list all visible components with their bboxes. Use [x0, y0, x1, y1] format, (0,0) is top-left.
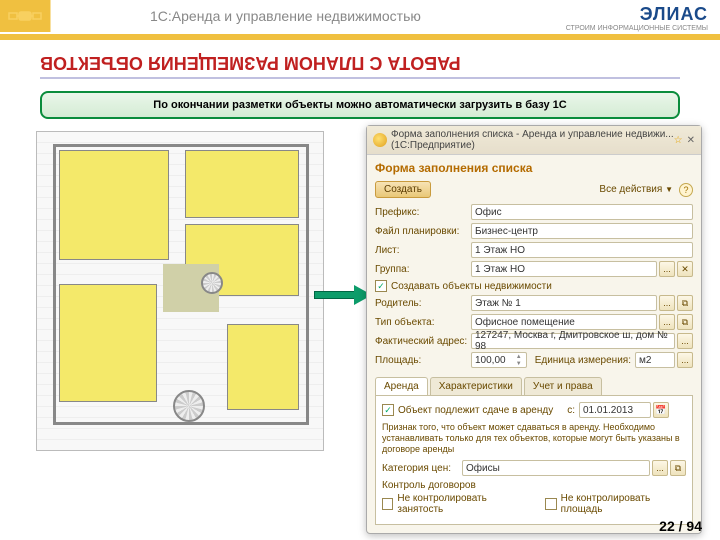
group-label: Группа: — [375, 264, 471, 275]
lookup-button[interactable]: ... — [677, 333, 693, 349]
create-objects-checkbox[interactable] — [375, 280, 387, 292]
clear-button[interactable]: ✕ — [677, 261, 693, 277]
unit-label: Единица измерения: — [535, 355, 631, 366]
title-underline — [40, 77, 680, 79]
lookup-button[interactable]: ... — [677, 352, 693, 368]
slide-title: РАБОТА С ПЛАНОМ РАЗМЕЩЕНИЯ ОБЪЕКТОВ — [40, 52, 461, 73]
stairwell-icon — [173, 390, 205, 422]
dialog-titlebar: Форма заполнения списка - Аренда и управ… — [367, 126, 701, 155]
unit-input[interactable]: м2 — [635, 352, 675, 368]
chevron-down-icon: ▼ — [665, 185, 673, 194]
lookup-button[interactable]: ... — [659, 261, 675, 277]
stairwell-icon — [201, 272, 223, 294]
group-input[interactable]: 1 Этаж НО — [471, 261, 657, 277]
price-cat-label: Категория цен: — [382, 463, 462, 474]
type-input[interactable]: Офисное помещение — [471, 314, 657, 330]
logo-subtitle: СТРОИМ ИНФОРМАЦИОННЫЕ СИСТЕМЫ — [566, 25, 708, 32]
rentable-label: Объект подлежит сдаче в аренду — [398, 405, 553, 416]
open-button[interactable]: ⧉ — [670, 460, 686, 476]
ctrl-area-checkbox[interactable] — [545, 498, 556, 510]
area-input[interactable]: 100,00▲▼ — [471, 352, 527, 368]
control-section-label: Контроль договоров — [382, 480, 686, 491]
from-label: с: — [567, 405, 575, 416]
tab-body-rent: Объект подлежит сдаче в аренду с: 01.01.… — [375, 395, 693, 525]
parent-label: Родитель: — [375, 298, 471, 309]
room — [185, 150, 299, 218]
rentable-checkbox[interactable] — [382, 404, 394, 416]
dialog-window: Форма заполнения списка - Аренда и управ… — [366, 125, 702, 534]
type-label: Тип объекта: — [375, 317, 471, 328]
close-icon[interactable]: ✕ — [687, 135, 695, 146]
lookup-button[interactable]: ... — [659, 314, 675, 330]
lookup-button[interactable]: ... — [652, 460, 668, 476]
dialog-heading: Форма заполнения списка — [367, 155, 701, 179]
tab-rent[interactable]: Аренда — [375, 377, 428, 395]
parent-input[interactable]: Этаж № 1 — [471, 295, 657, 311]
price-cat-input[interactable]: Офисы — [462, 460, 650, 476]
sheet-input[interactable]: 1 Этаж НО — [471, 242, 693, 258]
rent-hint: Признак того, что объект может сдаваться… — [382, 422, 686, 454]
room — [227, 324, 299, 410]
ctrl-area-label: Не контролировать площадь — [561, 493, 686, 515]
tab-characteristics[interactable]: Характеристики — [430, 377, 522, 395]
1c-icon — [373, 133, 387, 147]
prefix-label: Префикс: — [375, 207, 471, 218]
sheet-label: Лист: — [375, 245, 471, 256]
create-button[interactable]: Создать — [375, 181, 431, 198]
product-title: 1С:Аренда и управление недвижимостью — [150, 8, 421, 24]
ctrl-occupancy-checkbox[interactable] — [382, 498, 393, 510]
open-button[interactable]: ⧉ — [677, 295, 693, 311]
open-button[interactable]: ⧉ — [677, 314, 693, 330]
tip-box: По окончании разметки объекты можно авто… — [40, 91, 680, 119]
calendar-icon[interactable]: 📅 — [653, 402, 669, 418]
dialog-title-text: Форма заполнения списка - Аренда и управ… — [391, 129, 674, 151]
prefix-input[interactable]: Офис — [471, 204, 693, 220]
satellite-icon — [0, 0, 50, 32]
create-objects-label: Создавать объекты недвижимости — [391, 281, 552, 292]
tab-rights[interactable]: Учет и права — [524, 377, 602, 395]
area-label: Площадь: — [375, 355, 471, 366]
logo-text: ЭЛИАС — [566, 4, 708, 25]
floor-plan — [36, 131, 324, 451]
help-icon[interactable]: ? — [679, 183, 693, 197]
wall — [53, 422, 309, 425]
wall — [306, 144, 309, 424]
favorite-icon[interactable]: ☆ — [674, 135, 683, 146]
wall — [53, 144, 309, 147]
spinner-icon[interactable]: ▲▼ — [513, 354, 525, 368]
ctrl-occupancy-label: Не контролировать занятость — [397, 493, 526, 515]
lookup-button[interactable]: ... — [659, 295, 675, 311]
file-label: Файл планировки: — [375, 226, 471, 237]
room — [59, 284, 157, 402]
room — [59, 150, 169, 260]
address-label: Фактический адрес: — [375, 336, 471, 347]
file-input[interactable]: Бизнес-центр — [471, 223, 693, 239]
wall — [53, 144, 56, 424]
address-input[interactable]: 127247, Москва г, Дмитровское ш, дом № 9… — [471, 333, 675, 349]
from-date-input[interactable]: 01.01.2013 — [579, 402, 651, 418]
page-number: 22 / 94 — [659, 518, 702, 534]
logo: ЭЛИАС СТРОИМ ИНФОРМАЦИОННЫЕ СИСТЕМЫ — [566, 4, 708, 32]
all-actions-menu[interactable]: Все действия ▼ — [599, 184, 673, 195]
arrow-icon — [314, 285, 372, 305]
